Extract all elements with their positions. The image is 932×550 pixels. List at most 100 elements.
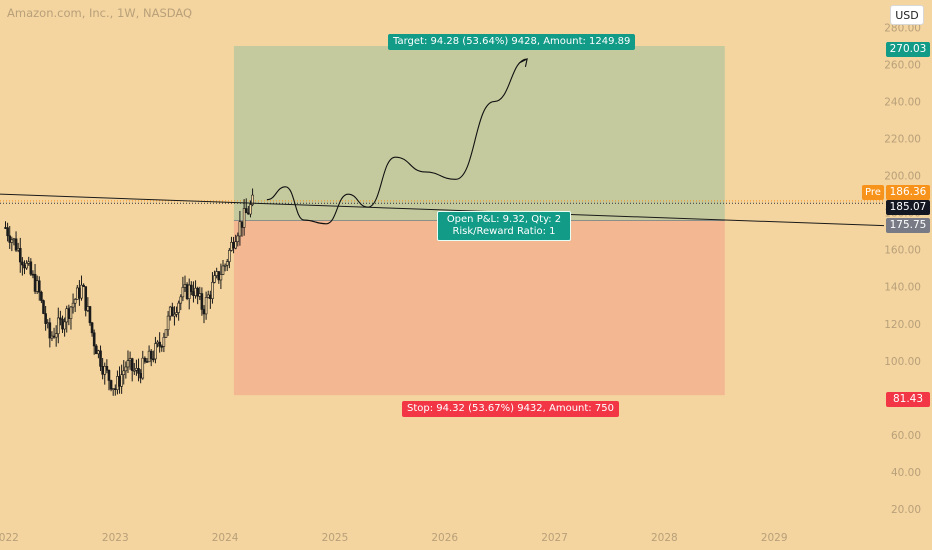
candle-body: [29, 261, 33, 275]
candle-body: [181, 287, 185, 298]
price-tick-label: 220.00: [884, 134, 921, 146]
candle-body: [118, 376, 121, 387]
time-tick-label: 2027: [541, 532, 568, 544]
risk-reward-text: Risk/Reward Ratio: 1: [452, 226, 556, 237]
pre-price-tag: 186.36: [886, 185, 930, 200]
candle-body: [86, 306, 90, 311]
candle-body: [204, 297, 208, 315]
candle-body: [78, 287, 81, 299]
candle-body: [166, 315, 170, 331]
currency-button[interactable]: USD: [890, 5, 924, 25]
candle-body: [48, 322, 52, 339]
candle-body: [107, 370, 111, 381]
price-tick-label: 240.00: [884, 97, 921, 109]
candle-body: [137, 368, 140, 374]
candle-body: [217, 271, 221, 281]
candle-body: [122, 370, 126, 375]
candle-body: [242, 208, 246, 228]
candle-body: [194, 287, 197, 296]
candle-body: [173, 313, 176, 317]
candle-body: [65, 308, 69, 323]
candle-body: [105, 366, 109, 371]
candle-body: [75, 287, 79, 300]
price-tick-label: 140.00: [884, 282, 921, 294]
candle-body: [90, 322, 94, 334]
time-tick-label: 2022: [0, 532, 19, 544]
candle-body: [152, 358, 155, 361]
stop-zone: [233, 220, 725, 396]
candle-body: [42, 300, 45, 314]
candle-body: [234, 241, 237, 249]
time-tick-label: 2028: [651, 532, 678, 544]
candle-body: [219, 274, 223, 281]
candle-body: [221, 265, 225, 275]
candle-body: [236, 235, 240, 242]
candle-body: [192, 291, 195, 296]
candle-body: [238, 221, 242, 237]
candle-body: [168, 306, 172, 317]
target-zone: [233, 46, 725, 221]
time-tick-label: 2023: [102, 532, 129, 544]
pre-market-badge: Pre: [862, 185, 884, 200]
candle-body: [247, 212, 250, 215]
candle-body: [135, 368, 138, 371]
candle-body: [88, 306, 92, 324]
open-pnl-text: Open P&L: 9.32, Qty: 2: [446, 214, 562, 225]
candle-body: [251, 194, 254, 205]
candle-body: [50, 335, 54, 339]
candle-body: [116, 376, 119, 390]
candle-body: [67, 308, 71, 319]
candle-body: [71, 302, 75, 308]
candles: [4, 188, 254, 396]
candle-body: [120, 374, 123, 387]
candle-body: [211, 282, 214, 299]
price-tick-label: 160.00: [884, 245, 921, 257]
candle-body: [8, 235, 12, 243]
candle-body: [109, 380, 113, 390]
candle-body: [40, 291, 43, 301]
position-info-label[interactable]: Open P&L: 9.32, Qty: 2 Risk/Reward Ratio…: [437, 211, 571, 241]
candle-body: [232, 242, 235, 249]
target-price-tag: 270.03: [886, 42, 930, 57]
candle-body: [6, 227, 9, 237]
candle-body: [215, 271, 218, 276]
candle-body: [156, 341, 159, 344]
candle-body: [73, 299, 77, 304]
candle-body: [54, 333, 58, 338]
price-tick-label: 60.00: [891, 430, 921, 442]
candle-body: [154, 343, 157, 360]
candle-body: [99, 350, 102, 367]
candle-body: [63, 321, 66, 330]
candle-body: [240, 221, 244, 228]
candle-body: [162, 336, 166, 347]
candle-body: [37, 280, 41, 293]
candle-body: [31, 273, 35, 276]
candle-body: [145, 361, 149, 363]
candle-body: [133, 369, 136, 372]
candle-body: [27, 261, 31, 264]
trendline: [0, 193, 885, 227]
candle-body: [225, 261, 229, 266]
candle-body: [16, 248, 20, 251]
candle-body: [10, 239, 14, 243]
candle-body: [126, 360, 130, 368]
candle-body: [139, 372, 142, 379]
candle-body: [200, 293, 204, 310]
time-tick-label: 2025: [322, 532, 349, 544]
candle-body: [21, 261, 24, 266]
last-price-tag: 185.07: [886, 200, 930, 215]
candle-body: [97, 350, 100, 355]
price-tick-label: 120.00: [884, 319, 921, 331]
candle-body: [177, 302, 180, 313]
price-tick-label: 100.00: [884, 356, 921, 368]
time-tick-label: 2024: [212, 532, 239, 544]
candle-body: [164, 329, 168, 338]
candle-body: [124, 366, 128, 372]
price-tick-label: 280.00: [884, 23, 921, 35]
candle-body: [46, 322, 50, 325]
candle-body: [84, 286, 88, 311]
candle-body: [114, 388, 117, 390]
candle-body: [185, 284, 189, 299]
